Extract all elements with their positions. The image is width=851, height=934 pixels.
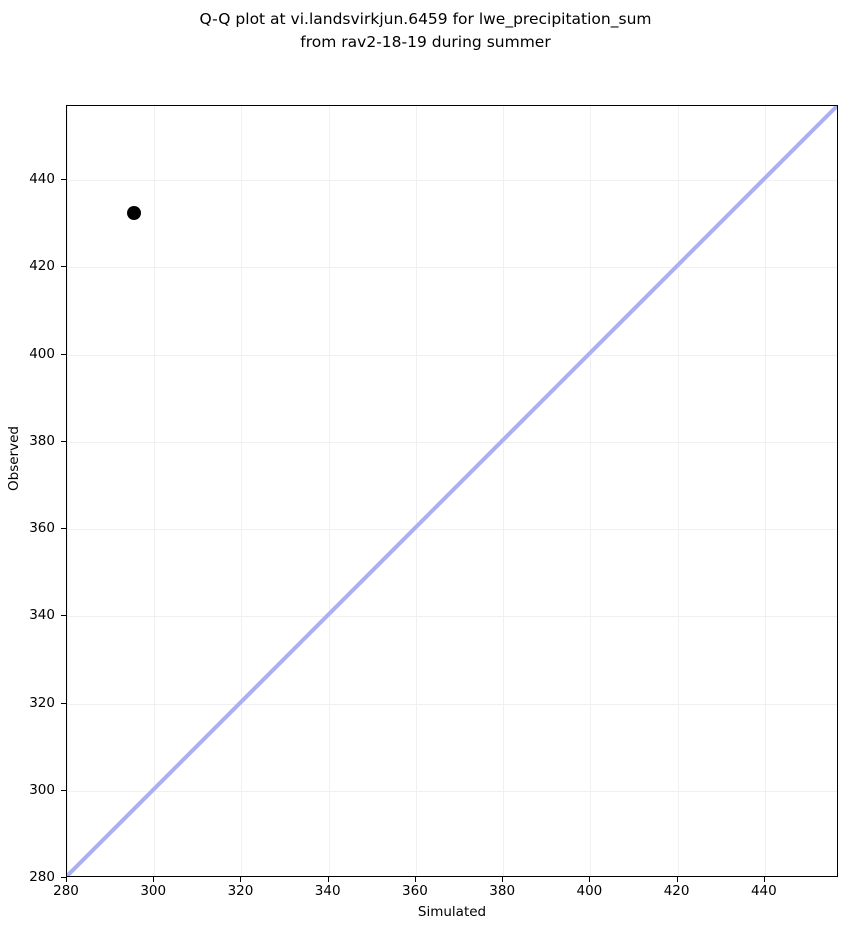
gridline-vertical <box>677 106 679 876</box>
y-tick-mark <box>61 353 66 355</box>
page-title: Q-Q plot at vi.landsvirkjun.6459 for lwe… <box>199 10 652 51</box>
x-tick-label: 400 <box>576 883 603 899</box>
gridline-vertical <box>415 106 417 876</box>
y-tick-mark <box>61 528 66 530</box>
x-tick-label: 380 <box>489 883 516 899</box>
gridline-horizontal <box>67 180 837 182</box>
x-tick-mark <box>327 877 329 882</box>
gridline-vertical <box>764 106 766 876</box>
gridline-vertical <box>503 106 505 876</box>
y-tick-label: 360 <box>29 520 55 537</box>
y-tick-mark <box>61 615 66 617</box>
gridline-horizontal <box>67 790 837 792</box>
y-tick-label: 400 <box>29 345 55 362</box>
y-tick-mark <box>61 789 66 791</box>
x-tick-label: 440 <box>750 883 777 899</box>
y-tick-label: 300 <box>29 781 55 798</box>
x-axis-label: Simulated <box>417 904 487 920</box>
y-axis-label: Observed <box>6 426 22 491</box>
y-tick-label: 340 <box>29 607 55 624</box>
gridline-horizontal <box>67 267 837 269</box>
gridline-horizontal <box>67 703 837 705</box>
data-point[interactable] <box>126 205 141 220</box>
x-tick-label: 340 <box>314 883 341 899</box>
gridline-horizontal <box>67 616 837 618</box>
x-tick-label: 360 <box>402 883 428 899</box>
reference-line <box>67 106 837 876</box>
y-tick-label: 440 <box>29 171 55 188</box>
y-tick-mark <box>61 266 66 268</box>
x-tick-mark <box>676 877 678 882</box>
gridline-horizontal <box>67 529 837 531</box>
y-tick-mark <box>61 877 66 878</box>
y-tick-label: 320 <box>29 694 55 711</box>
y-tick-label: 380 <box>29 432 55 449</box>
x-tick-mark <box>414 877 416 882</box>
y-tick-label: 420 <box>29 258 55 275</box>
gridline-vertical <box>154 106 156 876</box>
y-tick-mark <box>61 440 66 442</box>
gridline-vertical <box>590 106 592 876</box>
x-tick-mark <box>66 877 67 882</box>
x-tick-mark <box>502 877 504 882</box>
x-tick-mark <box>589 877 591 882</box>
plot-area <box>66 105 838 877</box>
gridline-vertical <box>67 106 68 876</box>
y-tick-mark <box>61 179 66 181</box>
x-tick-label: 320 <box>227 883 254 899</box>
gridline-horizontal <box>67 441 837 443</box>
x-tick-label: 280 <box>53 883 79 899</box>
x-tick-mark <box>240 877 242 882</box>
x-tick-mark <box>153 877 155 882</box>
y-tick-label: 280 <box>29 869 55 885</box>
x-tick-label: 420 <box>663 883 690 899</box>
gridline-vertical <box>328 106 330 876</box>
gridline-horizontal <box>67 354 837 356</box>
x-tick-label: 300 <box>140 883 167 899</box>
y-tick-mark <box>61 702 66 704</box>
x-tick-mark <box>763 877 765 882</box>
gridline-vertical <box>241 106 243 876</box>
